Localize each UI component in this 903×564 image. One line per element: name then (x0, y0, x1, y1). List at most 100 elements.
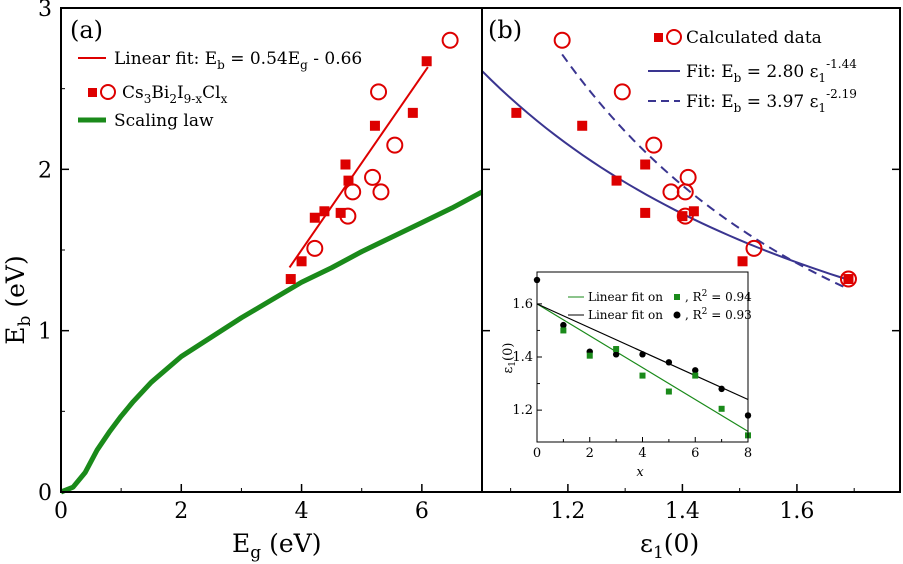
data-square (737, 256, 748, 267)
inset-x-tick-label: 2 (586, 446, 594, 461)
inset-x-tick-label: 6 (691, 446, 699, 461)
panel-b-label: (b) (488, 16, 522, 44)
inset-green-point (560, 327, 567, 334)
data-square (285, 274, 296, 285)
inset-black-point (718, 385, 725, 393)
data-square (640, 159, 651, 170)
data-square (340, 159, 351, 170)
data-circle (679, 168, 697, 186)
linear-fit-line (288, 66, 429, 268)
data-square (843, 274, 854, 285)
fit-dashed-curve (561, 53, 849, 290)
legend-calc-square (654, 33, 663, 42)
legend-fit2-label: Fit: Eb = 3.97 ε1-2.19 (686, 87, 857, 115)
data-circle (662, 183, 680, 201)
inset-legend-green-r2: , R2 = 0.94 (685, 289, 752, 304)
data-square (677, 211, 688, 222)
inset-legend-green-label: Linear fit on (588, 290, 663, 304)
x-tick-label: 0 (54, 499, 68, 524)
inset-green-point (586, 352, 593, 359)
panel-a: 0 2 4 6 0 1 2 3 (a) Linear fit: Eb = 0.54Eg - 0… (1, 0, 490, 563)
data-circle (306, 239, 324, 257)
data-circle (553, 31, 571, 49)
data-circle (676, 207, 694, 225)
linear-fit-group (288, 66, 429, 268)
data-square (407, 107, 418, 118)
x-tick-label: 6 (415, 499, 429, 524)
x-tick-label: 2 (174, 499, 188, 524)
panel-a-ylabel: Eb (eV) (1, 255, 35, 344)
data-square (309, 212, 320, 223)
data-square (296, 256, 307, 267)
scaling-law-curve-group (60, 189, 484, 495)
inset-ylabel: ε1(0) (501, 343, 518, 374)
data-square (319, 206, 330, 217)
squares-group (511, 107, 854, 285)
legend-calc-label: Calculated data (686, 28, 822, 48)
panel-a-ticks: 0 2 4 6 0 1 2 3 (38, 0, 490, 524)
data-square (511, 107, 522, 118)
inset-chart: 0 2 4 6 8 1.2 1.4 1.6 Linear fit on , R2 = 0.94… (501, 271, 752, 480)
inset-black-point (665, 359, 673, 366)
inset-green-fit (536, 303, 749, 432)
data-square (611, 175, 622, 186)
inset-black-point (692, 367, 699, 374)
inset-green-point (613, 346, 620, 353)
inset-black-point (612, 351, 620, 358)
inset-legend-black-r2: , R2 = 0.93 (685, 307, 752, 322)
legend-fit-label: Linear fit: Eb = 0.54Eg - 0.66 (114, 49, 362, 72)
data-circle (372, 183, 390, 201)
inset-y-tick-label: 1.4 (512, 350, 533, 365)
data-circle (745, 239, 763, 257)
data-square (577, 120, 588, 131)
inset-y-tick-label: 1.6 (512, 297, 533, 312)
y-tick-label: 2 (38, 158, 52, 183)
inset-x-tick-label: 4 (638, 446, 646, 461)
data-circle (386, 136, 404, 154)
inset-green-point (639, 372, 646, 379)
inset-xlabel: x (636, 465, 644, 480)
panel-b-legend: Calculated data Fit: Eb = 2.80 ε1-1.44 F… (648, 28, 857, 115)
legend-calc-circle (666, 29, 682, 45)
data-circle (339, 207, 357, 225)
inset-ticks: 0 2 4 6 8 1.2 1.4 1.6 (512, 297, 752, 461)
inset-legend-black-label: Linear fit on (588, 308, 663, 322)
legend-scaling-label: Scaling law (114, 111, 214, 131)
data-circle (364, 168, 382, 186)
x-tick-label: 1.2 (550, 499, 585, 524)
circles-group (553, 31, 857, 288)
legend-circle-swatch (100, 84, 116, 100)
data-square (640, 207, 651, 218)
data-circle (370, 83, 388, 101)
inset-x-tick-label: 8 (744, 446, 752, 461)
inset-legend-black-marker (673, 311, 681, 319)
inset-y-tick-label: 1.2 (512, 403, 533, 418)
data-circle (613, 83, 631, 101)
panel-a-xlabel: Eg (eV) (232, 529, 321, 563)
data-square (688, 206, 699, 217)
inset-green-point (665, 388, 672, 395)
inset-green-point (692, 372, 699, 379)
data-square (369, 120, 380, 131)
legend-material-label: Cs3Bi2I9-xClx (122, 83, 228, 106)
legend-fit1-label: Fit: Eb = 2.80 ε1-1.44 (686, 57, 857, 85)
scaling-law-curve (60, 189, 484, 495)
circles-group (306, 31, 459, 257)
inset-black-point (639, 351, 646, 358)
x-tick-label: 1.6 (779, 499, 814, 524)
x-tick-label: 4 (295, 499, 309, 524)
data-circle (344, 183, 362, 201)
inset-green-point (718, 405, 725, 412)
legend-square-swatch (88, 88, 97, 97)
panel-b-xlabel: ε1(0) (640, 529, 699, 563)
inset-legend-green-marker (674, 294, 680, 300)
inset-legend: Linear fit on , R2 = 0.94 Linear fit on … (568, 289, 752, 322)
data-circle (441, 31, 459, 49)
panel-b: 1.2 1.4 1.6 (b) Calculated data Fit: Eb = … (481, 7, 901, 563)
y-tick-label: 0 (38, 481, 52, 506)
data-circle (839, 270, 857, 288)
fit-dashed-group (561, 53, 849, 290)
panel-a-legend: Linear fit: Eb = 0.54Eg - 0.66 Cs3Bi2I9-… (78, 49, 362, 131)
inset-x-tick-label: 0 (533, 446, 541, 461)
